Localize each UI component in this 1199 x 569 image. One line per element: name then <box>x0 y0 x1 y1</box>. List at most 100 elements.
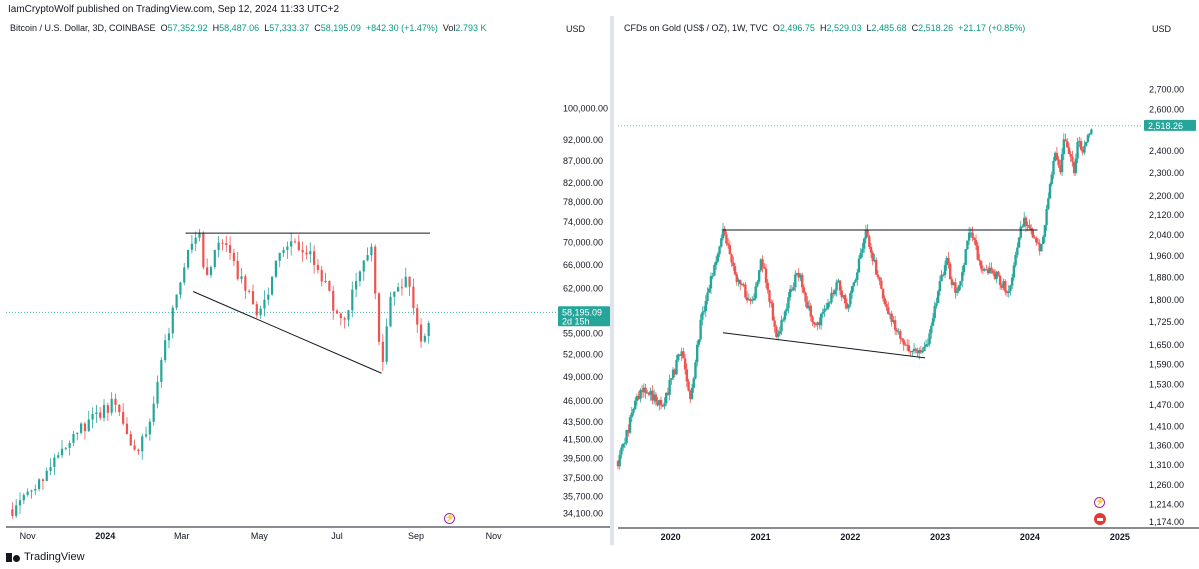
candle <box>110 392 113 416</box>
candle <box>935 297 938 309</box>
candle <box>627 424 630 437</box>
candle <box>714 256 718 270</box>
candle <box>876 270 880 280</box>
candle <box>328 280 331 292</box>
candle <box>87 410 90 432</box>
candle <box>30 489 33 499</box>
y-tick-label: 35,700.00 <box>563 491 603 501</box>
gold-open: 2,496.75 <box>779 23 815 33</box>
candle <box>206 258 209 276</box>
candle <box>408 276 411 296</box>
candle <box>961 266 964 288</box>
x-tick-label: 2025 <box>1110 532 1130 542</box>
candle <box>735 272 738 286</box>
candle <box>1028 219 1031 230</box>
candle <box>769 299 773 308</box>
candle <box>1076 137 1079 164</box>
candle <box>267 287 270 306</box>
candle <box>933 301 936 322</box>
candle <box>797 268 800 282</box>
candle <box>91 407 94 429</box>
candle <box>866 224 869 238</box>
y-tick-label: 1,360.00 <box>1149 440 1184 450</box>
candle <box>1023 212 1026 228</box>
candle <box>1084 141 1088 147</box>
candle <box>985 264 988 271</box>
bitcoin-legend: Bitcoin / U.S. Dollar, 3D, COINBASE O57,… <box>10 23 487 33</box>
candle <box>861 242 864 258</box>
candle <box>416 303 419 334</box>
candle <box>990 262 993 274</box>
candle <box>1047 192 1050 211</box>
candle <box>628 415 632 435</box>
candle <box>152 396 155 426</box>
candle <box>768 289 771 308</box>
candle <box>22 493 25 504</box>
candle <box>818 317 821 329</box>
candle <box>623 437 627 449</box>
candle <box>854 278 857 283</box>
candle <box>992 269 995 276</box>
candle <box>148 418 151 441</box>
candle <box>1048 182 1052 199</box>
trendline[interactable] <box>192 291 382 374</box>
candle <box>668 374 671 401</box>
candle <box>959 280 962 291</box>
candle <box>995 270 998 284</box>
candle <box>80 422 83 435</box>
candle <box>702 305 706 316</box>
candle <box>976 241 979 261</box>
candle <box>286 241 289 260</box>
candle <box>868 234 871 250</box>
candle <box>618 450 621 470</box>
candle <box>981 265 985 274</box>
bitcoin-high: 58,487.06 <box>219 23 260 33</box>
candle <box>687 378 690 392</box>
x-tick-label: 2020 <box>661 532 681 542</box>
candle <box>964 248 967 266</box>
lightning-icon[interactable]: ⚡ <box>1094 497 1105 508</box>
candle <box>114 393 117 413</box>
candle <box>389 291 392 328</box>
candle <box>835 279 838 297</box>
candle <box>955 287 959 297</box>
candle <box>869 242 873 258</box>
candle <box>821 308 825 318</box>
candle <box>1043 224 1047 243</box>
candle <box>842 294 845 300</box>
candle <box>1038 239 1041 256</box>
candle <box>68 440 71 456</box>
candle <box>890 310 893 327</box>
us-flag-icon[interactable] <box>1094 513 1106 525</box>
gold-chart-panel[interactable]: CFDs on Gold (US$ / OZ), 1W, TVC O2,496.… <box>614 16 1199 545</box>
candle <box>814 322 818 327</box>
candle <box>881 288 885 302</box>
y-tick-label: 1,725.00 <box>1149 317 1184 327</box>
candle <box>26 488 29 497</box>
candle <box>926 338 930 347</box>
candle <box>639 388 642 403</box>
candle <box>986 266 990 275</box>
trendline[interactable] <box>722 332 926 359</box>
candle <box>217 235 220 258</box>
candle <box>1040 243 1043 252</box>
lightning-icon[interactable]: ⚡ <box>444 513 455 524</box>
bitcoin-chart-panel[interactable]: Bitcoin / U.S. Dollar, 3D, COINBASE O57,… <box>0 16 610 545</box>
candle <box>1050 171 1053 187</box>
panel-divider[interactable] <box>610 16 614 545</box>
candle <box>857 255 861 273</box>
candle <box>928 329 931 347</box>
bitcoin-chart-svg[interactable]: 100,000.00 92,000.00 87,000.00 82,000.00 78,… <box>0 16 610 545</box>
candle <box>248 289 251 294</box>
candle <box>756 279 759 288</box>
candle <box>792 282 795 291</box>
candle <box>864 224 868 244</box>
candle <box>947 252 950 269</box>
x-tick-label: 2021 <box>751 532 771 542</box>
candle <box>844 293 847 310</box>
candle <box>324 272 327 284</box>
candle <box>685 363 689 388</box>
gold-chart-svg[interactable]: 2,700.00 2,600.00 2,400.00 2,300.00 2,200.00… <box>614 16 1199 545</box>
candle <box>716 251 720 263</box>
y-tick-label: 1,310.00 <box>1149 460 1184 470</box>
